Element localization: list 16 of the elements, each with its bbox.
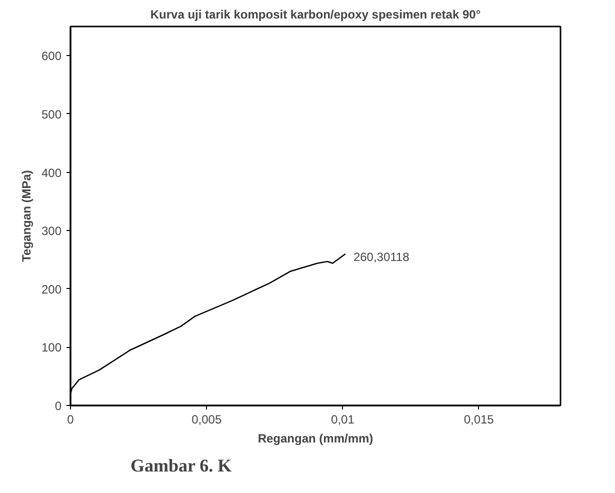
y-tick-label: 100 <box>41 340 62 355</box>
x-axis-title: Regangan (mm/mm) <box>258 432 374 446</box>
annotation: 260,30118 <box>353 250 410 264</box>
y-tick-label: 300 <box>41 224 62 238</box>
text: Gambar 6. K <box>130 456 232 476</box>
x-tick-label: 0,015 <box>464 412 494 426</box>
y-axis-title: Tegangan (MPa) <box>19 170 34 262</box>
y-tick-label: 600 <box>41 49 62 64</box>
x-tick-label: 0 <box>67 412 74 426</box>
y-tick-label: 0 <box>54 399 62 413</box>
y-tick-label: 400 <box>41 166 62 180</box>
x-tick-label: 0,005 <box>192 412 222 426</box>
y-tick-label: 200 <box>41 282 62 296</box>
chart-title: Kurva uji tarik komposit karbon/epoxy spesimen retak 90° <box>150 8 481 22</box>
y-tick-label: 500 <box>41 107 62 122</box>
x-tick-label: 0,01 <box>331 412 355 426</box>
